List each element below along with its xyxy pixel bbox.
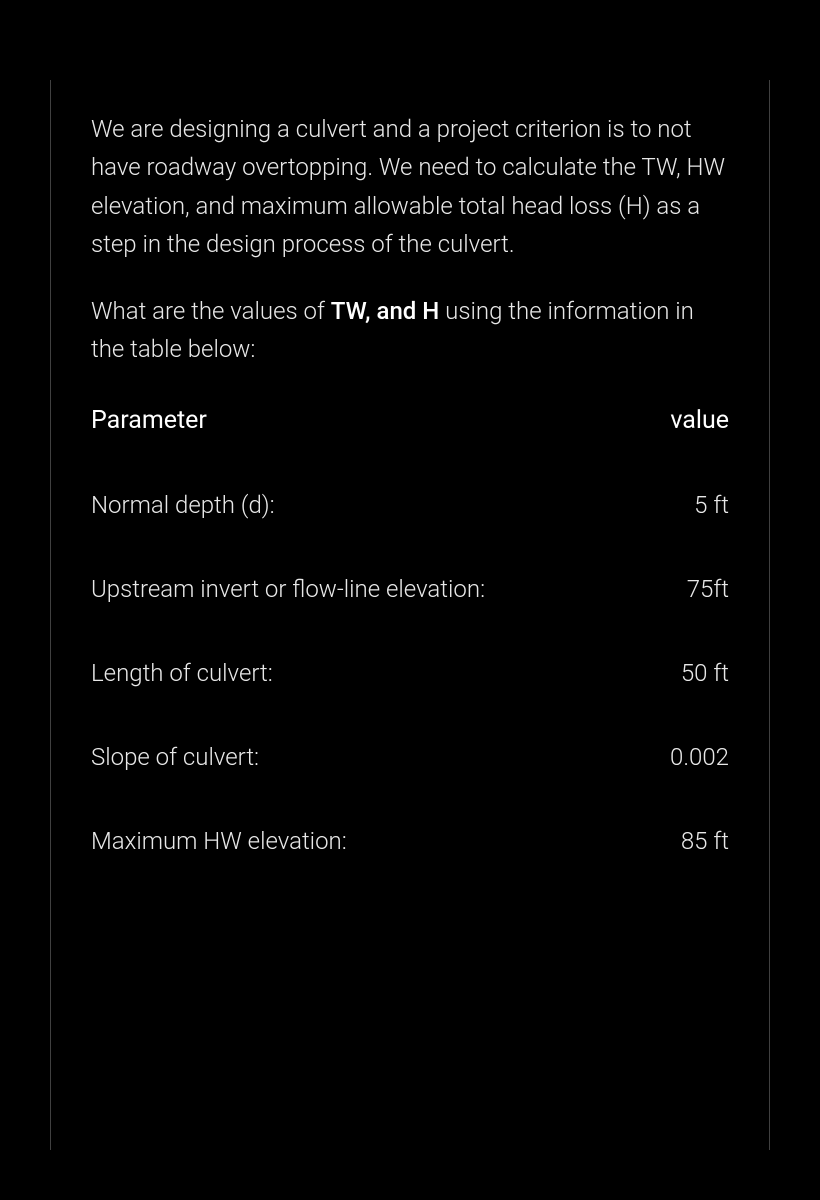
table-row: Upstream invert or flow-line elevation: …	[91, 547, 729, 631]
table-row: Length of culvert: 50 ft	[91, 631, 729, 715]
table-row: Normal depth (d): 5 ft	[91, 463, 729, 547]
table-header-param: Parameter	[91, 406, 207, 435]
intro-p2-bold: TW, and H	[331, 297, 440, 325]
intro-paragraph-1: We are designing a culvert and a project…	[91, 110, 729, 264]
param-label: Slope of culvert:	[91, 743, 259, 771]
param-value: 0.002	[670, 743, 729, 771]
table-header-value: value	[670, 406, 729, 435]
parameter-table: Parameter value Normal depth (d): 5 ft U…	[91, 398, 729, 883]
param-label: Normal depth (d):	[91, 491, 275, 519]
param-label: Maximum HW elevation:	[91, 827, 347, 855]
param-label: Length of culvert:	[91, 659, 273, 687]
table-row: Slope of culvert: 0.002	[91, 715, 729, 799]
table-header-row: Parameter value	[91, 398, 729, 463]
table-row: Maximum HW elevation: 85 ft	[91, 799, 729, 883]
intro-paragraph-2: What are the values of TW, and H using t…	[91, 292, 729, 369]
param-value: 75ft	[687, 575, 729, 603]
param-value: 50 ft	[681, 659, 729, 687]
param-value: 85 ft	[681, 827, 729, 855]
param-label: Upstream invert or flow-line elevation:	[91, 575, 485, 603]
document-container: We are designing a culvert and a project…	[50, 80, 770, 1150]
param-value: 5 ft	[694, 491, 729, 519]
intro-p2-prefix: What are the values of	[91, 297, 331, 325]
